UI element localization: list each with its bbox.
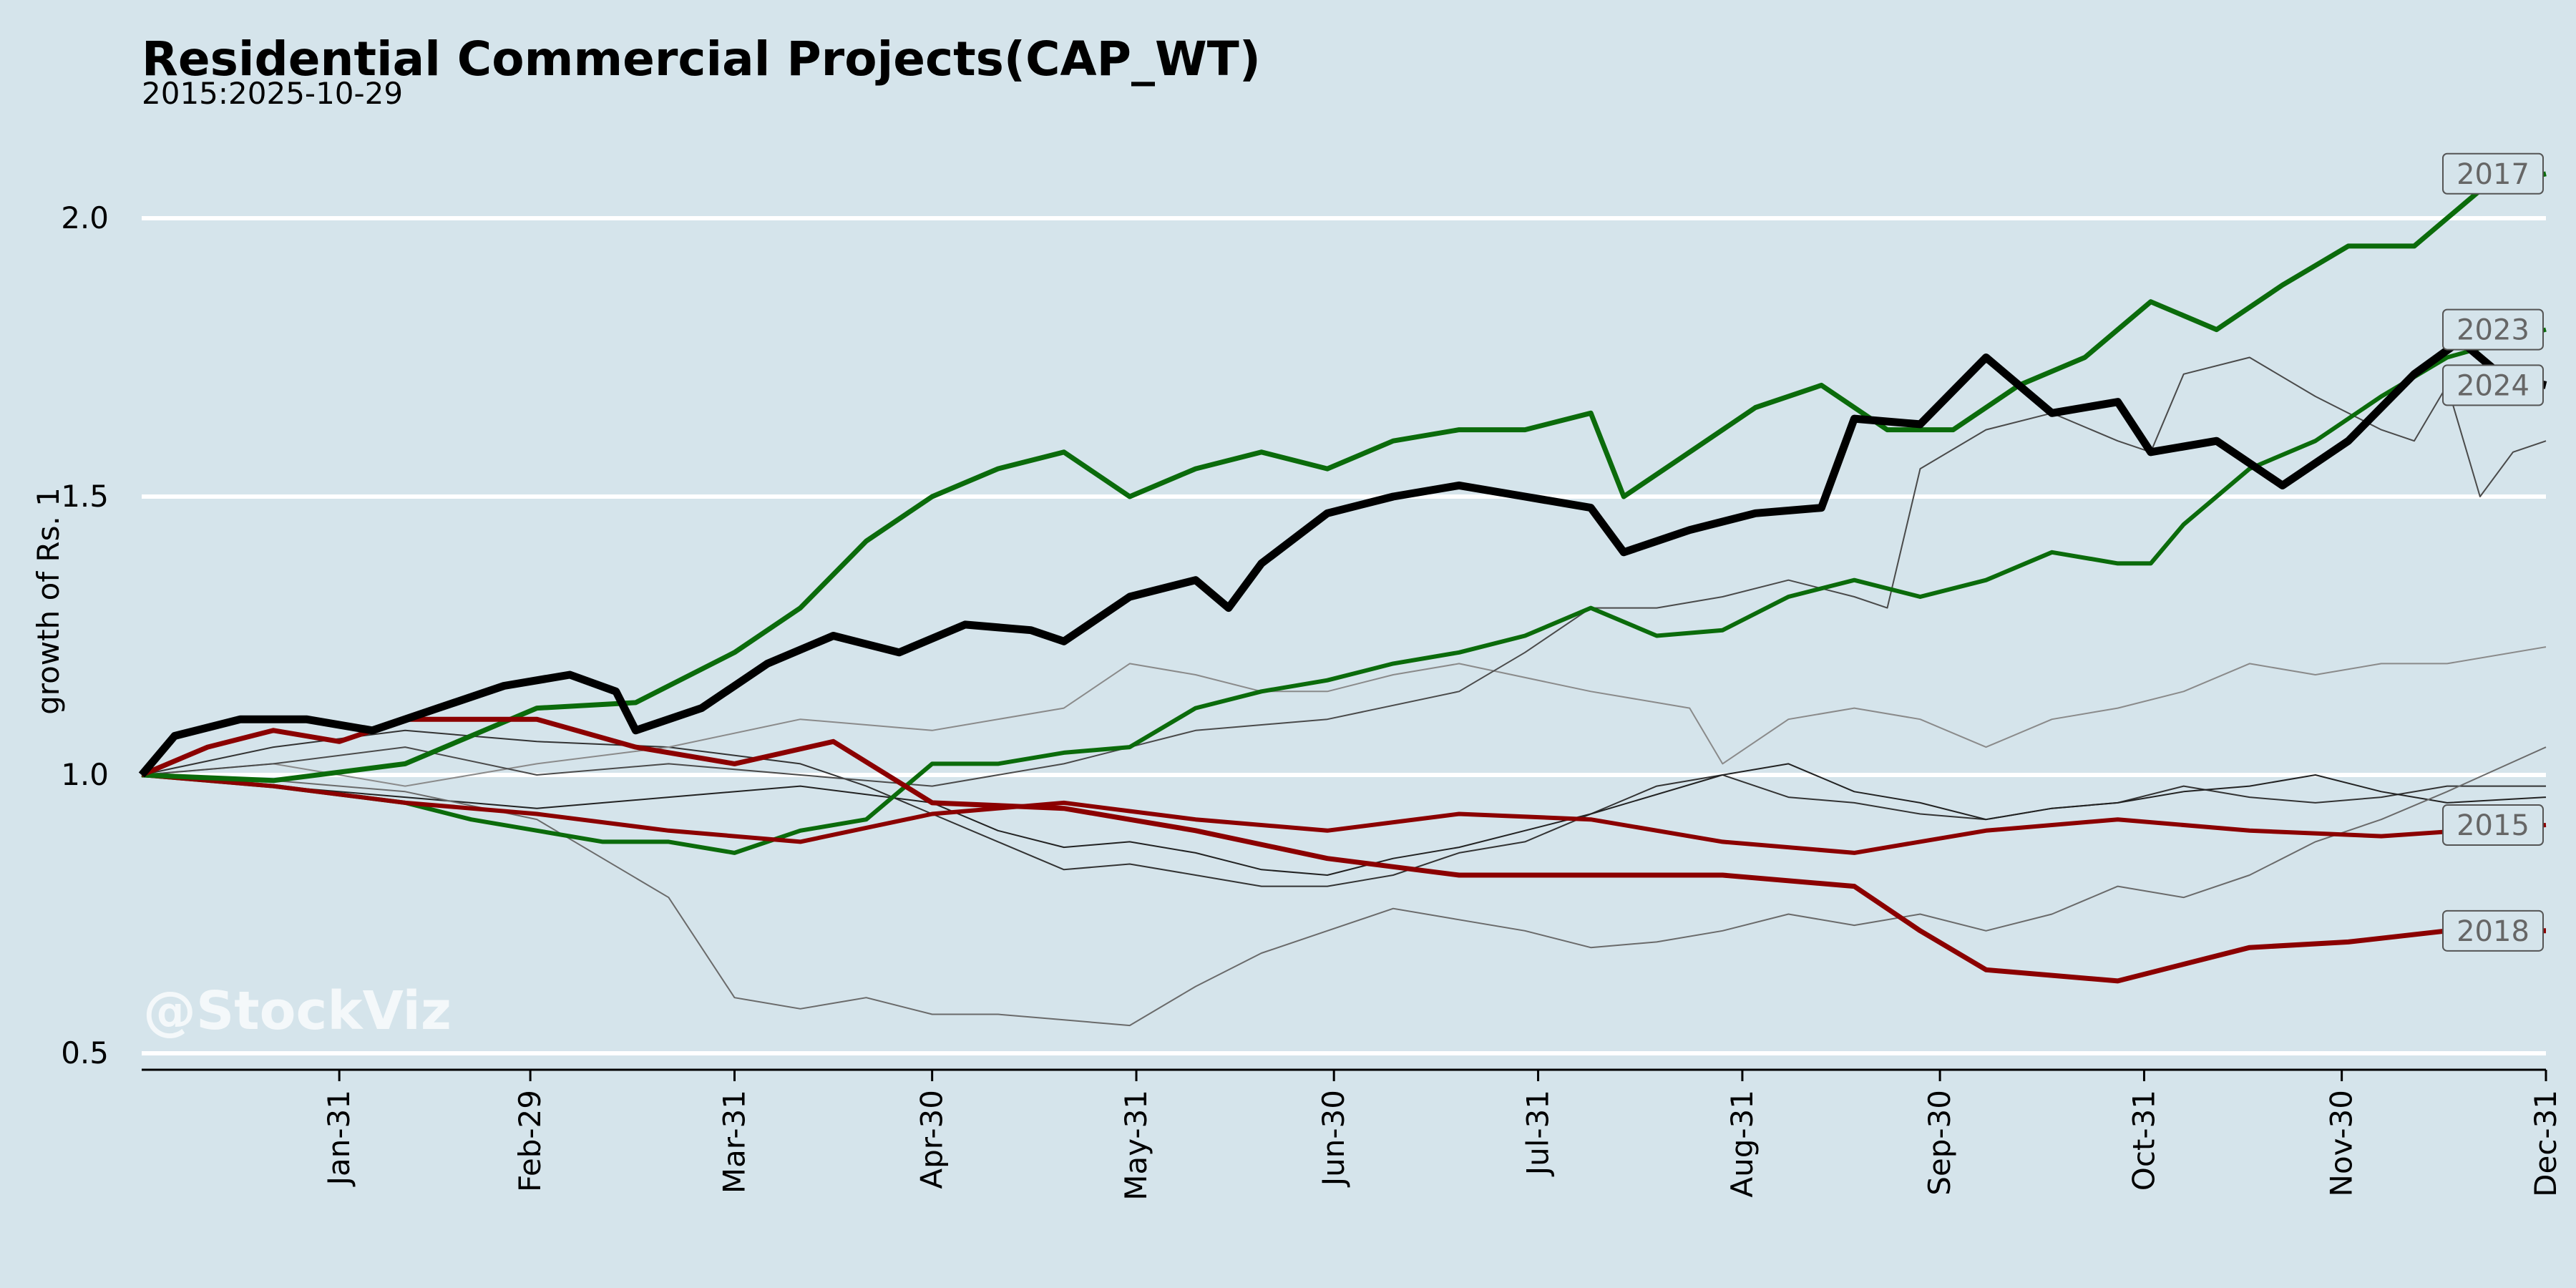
series-label-box	[2442, 152, 2544, 195]
series-line-2018	[140, 716, 2546, 984]
series-label-box	[2442, 308, 2544, 351]
chart-subtitle: 2015:2025-10-29	[142, 76, 403, 111]
watermark: @StockViz	[143, 980, 452, 1042]
x-tick-label: Jun-30	[1316, 1090, 1351, 1188]
x-tick-label: Mar-31	[716, 1090, 751, 1194]
x-tick-label: Nov-30	[2324, 1090, 2359, 1196]
x-tick-label: Feb-29	[512, 1090, 547, 1192]
series-label-box	[2442, 364, 2544, 406]
series-label: 2017	[2457, 158, 2529, 191]
y-axis-label: growth of Rs. 1	[31, 487, 66, 715]
series-label: 2018	[2457, 915, 2529, 948]
x-tick-label: Dec-31	[2528, 1090, 2563, 1197]
y-tick-label: 0.5	[61, 1035, 109, 1070]
series-label-box	[2442, 909, 2544, 952]
chart-title: Residential Commercial Projects(CAP_WT)	[142, 31, 1261, 87]
series-line	[141, 729, 2546, 887]
series-line-2024	[138, 336, 2547, 778]
series-line-2015	[141, 773, 2547, 855]
x-tick-label: Aug-31	[1724, 1090, 1760, 1198]
x-ticks: Jan-31 Feb-29 Mar-31 Apr-30 May-31 Jun-30 Jul-…	[321, 1070, 2563, 1201]
series-label: 2015	[2457, 809, 2529, 842]
series-group	[138, 171, 2547, 1027]
series-label: 2024	[2457, 369, 2529, 402]
y-tick-label: 2.0	[61, 200, 109, 235]
series-line	[141, 763, 2547, 876]
x-tick-label: Jan-31	[321, 1090, 356, 1187]
series-line-2017	[141, 171, 2547, 784]
x-tick-label: Apr-30	[914, 1090, 950, 1189]
y-ticks: 0.5 1.0 1.5 2.0	[61, 200, 109, 1070]
x-tick-label: May-31	[1118, 1090, 1153, 1201]
y-tick-label: 1.5	[61, 479, 109, 514]
series-label-box	[2442, 804, 2544, 847]
x-tick-label: Oct-31	[2126, 1090, 2161, 1191]
grid	[142, 216, 2546, 1055]
y-tick-label: 1.0	[61, 757, 109, 792]
series-line	[141, 746, 2547, 1027]
series-labels: 2017 2023 2024 2015 2018	[2442, 152, 2544, 952]
x-tick-label: Jul-31	[1521, 1090, 1556, 1177]
series-line	[141, 646, 2547, 787]
x-tick-label: Sep-30	[1922, 1090, 1957, 1196]
series-line-2023	[141, 327, 2547, 855]
series-label: 2023	[2457, 314, 2529, 347]
